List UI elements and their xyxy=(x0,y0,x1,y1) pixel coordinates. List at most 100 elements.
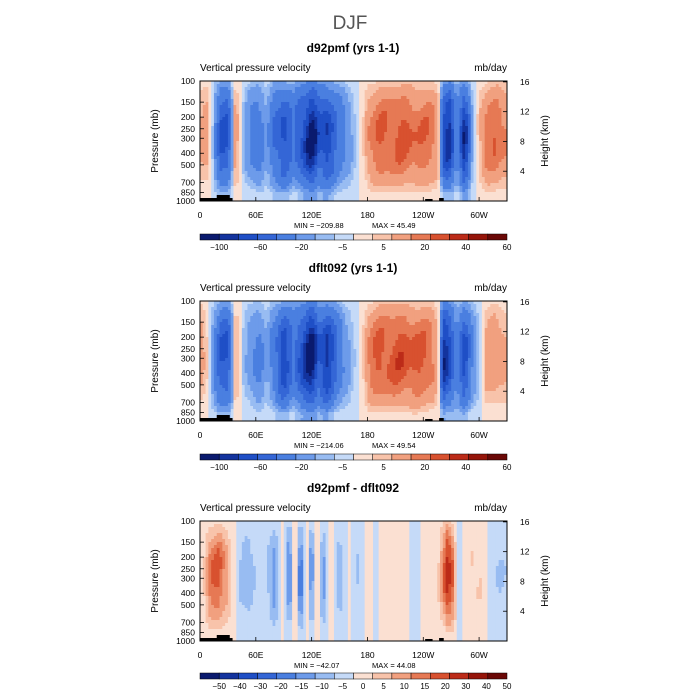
y-tick-label: 100 xyxy=(181,296,195,306)
colorbar-swatch xyxy=(372,453,393,461)
y-tick-label: 400 xyxy=(181,588,195,598)
panel-1: d92pmf (yrs 1-1) Vertical pressure veloci… xyxy=(150,41,551,252)
left-string: Vertical pressure velocity xyxy=(200,283,311,294)
topography xyxy=(216,635,230,641)
topography xyxy=(200,418,233,421)
y2-tick-label: 8 xyxy=(520,576,525,586)
colorbar-label: 40 xyxy=(461,463,470,472)
plot-frame xyxy=(199,300,508,422)
panel-3: d92pmf - dflt092 Vertical pressure veloci… xyxy=(150,481,551,691)
colorbar-label: −40 xyxy=(233,682,247,691)
contour-field xyxy=(200,521,507,641)
y-tick-label: 150 xyxy=(181,317,195,327)
x-tick-label: 180 xyxy=(360,650,374,660)
y2-tick-label: 8 xyxy=(520,356,525,366)
colorbar-label: −60 xyxy=(254,243,268,252)
y-tick-label: 500 xyxy=(181,600,195,610)
x-tick-label: 60E xyxy=(248,430,263,440)
colorbar-swatch xyxy=(295,233,316,241)
colorbar-label: 5 xyxy=(381,243,386,252)
colorbar-label: −10 xyxy=(315,682,329,691)
y-tick-label: 150 xyxy=(181,97,195,107)
colorbar-swatch xyxy=(276,453,297,461)
colorbar-label: −20 xyxy=(295,463,309,472)
y2-axis-label: Height (km) xyxy=(540,335,551,387)
x-tick-label: 60W xyxy=(470,650,487,660)
x-tick-label: 60W xyxy=(470,210,487,220)
colorbar-label: 60 xyxy=(503,463,512,472)
colorbar: −50 −40 −30 −20 −15 −10 −5 0 5 10 15 20 30 40 50 xyxy=(199,672,512,691)
y2-tick-label: 12 xyxy=(520,327,530,337)
colorbar-swatch xyxy=(353,672,373,680)
colorbar-swatch xyxy=(430,672,450,680)
colorbar-swatch xyxy=(487,233,508,241)
colorbar-label: 0 xyxy=(361,682,366,691)
colorbar-label: −100 xyxy=(210,463,229,472)
y-tick-label: 850 xyxy=(181,628,195,638)
y-tick-label: 850 xyxy=(181,188,195,198)
colorbar-swatch xyxy=(257,233,277,241)
colorbar-swatch xyxy=(314,453,335,461)
colorbar-swatch xyxy=(257,672,277,680)
y-tick-label: 300 xyxy=(181,573,195,583)
y-tick-label: 300 xyxy=(181,133,195,143)
y-tick-label: 1000 xyxy=(176,416,195,426)
colorbar-swatch xyxy=(391,233,412,241)
colorbar-label: −5 xyxy=(338,682,348,691)
y-tick-label: 400 xyxy=(181,148,195,158)
colorbar-label: −15 xyxy=(295,682,309,691)
x-tick-label: 60W xyxy=(470,430,487,440)
y-tick-label: 700 xyxy=(181,617,195,627)
contour-field xyxy=(200,301,507,421)
colorbar-label: 20 xyxy=(441,682,450,691)
y-tick-label: 500 xyxy=(181,160,195,170)
colorbar-swatch xyxy=(314,672,335,680)
min-label: MIN = −214.06 xyxy=(294,441,344,450)
colorbar-label: −5 xyxy=(338,463,348,472)
y-tick-label: 1000 xyxy=(176,196,195,206)
colorbar-swatch xyxy=(449,453,469,461)
units-label: mb/day xyxy=(474,503,507,514)
y2-axis-label: Height (km) xyxy=(540,115,551,167)
colorbar-label: 5 xyxy=(381,682,386,691)
colorbar-label: −30 xyxy=(254,682,268,691)
topography xyxy=(439,638,444,641)
colorbar-label: 40 xyxy=(482,682,491,691)
y-tick-label: 250 xyxy=(181,124,195,134)
colorbar-swatch xyxy=(353,233,373,241)
y2-tick-label: 8 xyxy=(520,136,525,146)
units-label: mb/day xyxy=(474,283,507,294)
colorbar-label: −100 xyxy=(210,243,229,252)
colorbar-label: 5 xyxy=(381,463,386,472)
colorbar-swatch xyxy=(257,453,277,461)
colorbar-swatch xyxy=(295,672,316,680)
y-axis-label: Pressure (mb) xyxy=(150,549,161,612)
topography xyxy=(200,198,233,201)
colorbar-swatch xyxy=(372,672,393,680)
y-tick-label: 300 xyxy=(181,353,195,363)
colorbar-swatch xyxy=(391,672,412,680)
topography xyxy=(200,638,233,641)
y-tick-label: 200 xyxy=(181,332,195,342)
colorbar-label: 15 xyxy=(420,682,429,691)
colorbar-label: 20 xyxy=(420,243,429,252)
colorbar-swatch xyxy=(468,672,489,680)
y2-tick-label: 4 xyxy=(520,606,525,616)
y-tick-label: 100 xyxy=(181,516,195,526)
y-tick-label: 400 xyxy=(181,368,195,378)
y2-tick-label: 12 xyxy=(520,547,530,557)
colorbar: −100 −60 −20 −5 5 20 40 60 xyxy=(199,233,512,252)
colorbar-label: 50 xyxy=(503,682,512,691)
colorbar-swatch xyxy=(487,672,508,680)
max-label: MAX = 45.49 xyxy=(372,221,416,230)
x-tick-label: 0 xyxy=(198,210,203,220)
colorbar-swatch xyxy=(238,672,258,680)
topography xyxy=(425,419,433,421)
colorbar-swatch xyxy=(449,233,469,241)
x-tick-label: 0 xyxy=(198,430,203,440)
y2-tick-label: 16 xyxy=(520,77,530,87)
colorbar-swatch xyxy=(353,453,373,461)
panel-2: dflt092 (yrs 1-1) Vertical pressure veloc… xyxy=(150,261,551,472)
colorbar-swatch xyxy=(468,233,489,241)
